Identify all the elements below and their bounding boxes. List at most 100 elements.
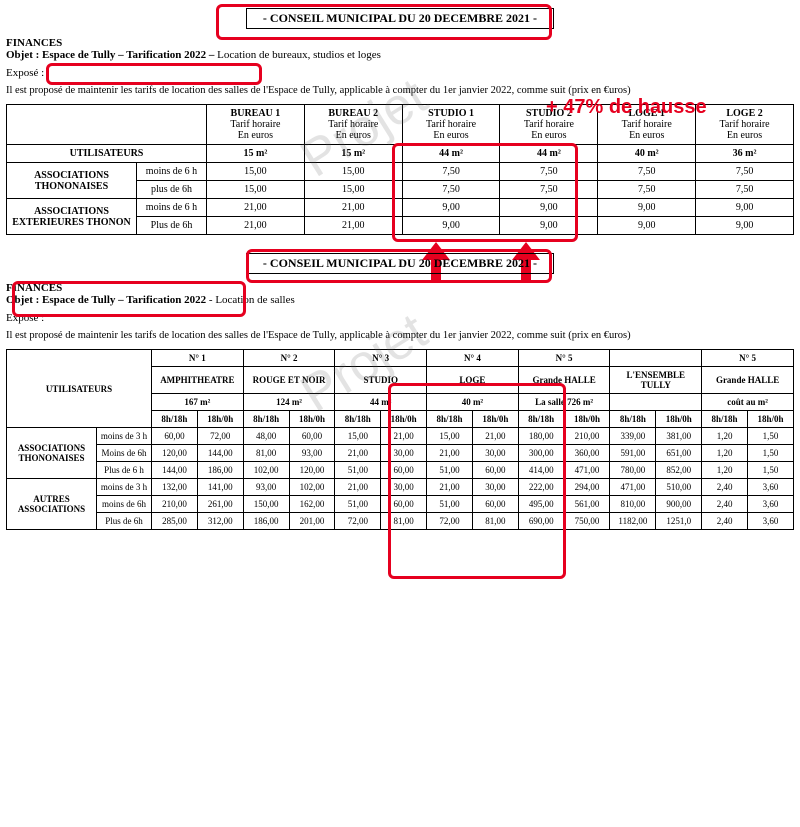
row-label: plus de 6h: [137, 181, 207, 199]
objet-prefix: Objet :: [6, 49, 42, 61]
value-cell: 21,00: [304, 199, 402, 217]
value-cell: 1,20: [702, 428, 748, 445]
objet-suffix-2: - Location de salles: [206, 294, 295, 306]
slot-header: 18h/0h: [381, 411, 427, 428]
slot-header: 18h/0h: [197, 411, 243, 428]
row-label: moins de 3 h: [97, 479, 152, 496]
value-cell: 9,00: [696, 217, 794, 235]
slot-header: 18h/0h: [289, 411, 335, 428]
value-cell: 1,50: [747, 428, 793, 445]
col-num: N° 5: [702, 350, 794, 367]
value-cell: 21,00: [472, 428, 518, 445]
col-name: Grande HALLE: [518, 367, 610, 394]
value-cell: 690,00: [518, 513, 564, 530]
slot-header: 8h/18h: [518, 411, 564, 428]
col-header: LOGE 2Tarif horaireEn euros: [696, 105, 794, 145]
objet-line-2: Objet : Espace de Tully – Tarification 2…: [6, 294, 794, 306]
value-cell: 93,00: [243, 479, 289, 496]
value-cell: 93,00: [289, 445, 335, 462]
value-cell: 285,00: [152, 513, 198, 530]
slot-header: 18h/0h: [564, 411, 610, 428]
value-cell: 312,00: [197, 513, 243, 530]
area-cell: 44 m²: [500, 145, 598, 163]
intro-text-2: Il est proposé de maintenir les tarifs d…: [6, 330, 794, 341]
row-label: Plus de 6h: [137, 217, 207, 235]
value-cell: 120,00: [152, 445, 198, 462]
slot-header: 8h/18h: [243, 411, 289, 428]
value-cell: 561,00: [564, 496, 610, 513]
value-cell: 2,40: [702, 496, 748, 513]
value-cell: 3,60: [747, 479, 793, 496]
value-cell: 7,50: [402, 181, 500, 199]
value-cell: 72,00: [335, 513, 381, 530]
value-cell: 72,00: [197, 428, 243, 445]
value-cell: 261,00: [197, 496, 243, 513]
value-cell: 2,40: [702, 513, 748, 530]
value-cell: 51,00: [335, 462, 381, 479]
slot-header: 8h/18h: [427, 411, 473, 428]
col-num: N° 2: [243, 350, 335, 367]
col-name: STUDIO: [335, 367, 427, 394]
slot-header: 18h/0h: [747, 411, 793, 428]
col-area: 124 m²: [243, 394, 335, 411]
users-header: UTILISATEURS: [7, 145, 207, 163]
slot-header: 8h/18h: [610, 411, 656, 428]
value-cell: 810,00: [610, 496, 656, 513]
value-cell: 102,00: [289, 479, 335, 496]
value-cell: 591,00: [610, 445, 656, 462]
col-name: ROUGE ET NOIR: [243, 367, 335, 394]
value-cell: 9,00: [402, 199, 500, 217]
intro-text: Il est proposé de maintenir les tarifs d…: [6, 85, 794, 96]
slot-header: 8h/18h: [152, 411, 198, 428]
value-cell: 2,40: [702, 479, 748, 496]
tariff-table-2: UTILISATEURSN° 1N° 2N° 3N° 4N° 5N° 5AMPH…: [6, 349, 794, 530]
value-cell: 9,00: [500, 199, 598, 217]
objet-highlight: Espace de Tully – Tarification 2022 –: [42, 49, 214, 61]
value-cell: 3,60: [747, 513, 793, 530]
value-cell: 7,50: [500, 163, 598, 181]
council-title-2: - CONSEIL MUNICIPAL DU 20 DECEMBRE 2021 …: [246, 253, 554, 274]
group-label: AUTRES ASSOCIATIONS: [7, 479, 97, 530]
col-area: 167 m²: [152, 394, 244, 411]
row-label: moins de 6h: [97, 496, 152, 513]
value-cell: 60,00: [472, 462, 518, 479]
col-area: 40 m²: [427, 394, 519, 411]
value-cell: 7,50: [598, 163, 696, 181]
value-cell: 81,00: [472, 513, 518, 530]
row-label: moins de 3 h: [97, 428, 152, 445]
value-cell: 1,20: [702, 462, 748, 479]
value-cell: 360,00: [564, 445, 610, 462]
value-cell: 102,00: [243, 462, 289, 479]
tariff-table-1: BUREAU 1Tarif horaireEn eurosBUREAU 2Tar…: [6, 104, 794, 235]
users-header: UTILISATEURS: [7, 350, 152, 428]
value-cell: 381,00: [656, 428, 702, 445]
row-label: moins de 6 h: [137, 199, 207, 217]
value-cell: 15,00: [304, 163, 402, 181]
title-row-2: - CONSEIL MUNICIPAL DU 20 DECEMBRE 2021 …: [6, 253, 794, 274]
col-num: N° 4: [427, 350, 519, 367]
objet-line: Objet : Espace de Tully – Tarification 2…: [6, 49, 794, 61]
col-num: N° 5: [518, 350, 610, 367]
col-area: 44 m²: [335, 394, 427, 411]
slot-header: 18h/0h: [656, 411, 702, 428]
area-cell: 40 m²: [598, 145, 696, 163]
value-cell: 60,00: [472, 496, 518, 513]
value-cell: 51,00: [427, 462, 473, 479]
expose-label-2: Exposé :: [6, 312, 794, 324]
col-name: L'ENSEMBLE TULLY: [610, 367, 702, 394]
title-row: - CONSEIL MUNICIPAL DU 20 DECEMBRE 2021 …: [6, 8, 794, 29]
value-cell: 60,00: [381, 462, 427, 479]
value-cell: 30,00: [381, 479, 427, 496]
objet-highlight-2: Espace de Tully – Tarification 2022: [42, 294, 206, 306]
value-cell: 30,00: [472, 445, 518, 462]
value-cell: 162,00: [289, 496, 335, 513]
document-1: - CONSEIL MUNICIPAL DU 20 DECEMBRE 2021 …: [6, 8, 794, 235]
value-cell: 186,00: [243, 513, 289, 530]
value-cell: 144,00: [197, 445, 243, 462]
objet-suffix: Location de bureaux, studios et loges: [214, 49, 381, 61]
value-cell: 222,00: [518, 479, 564, 496]
value-cell: 132,00: [152, 479, 198, 496]
value-cell: 7,50: [696, 181, 794, 199]
document-2: - CONSEIL MUNICIPAL DU 20 DECEMBRE 2021 …: [6, 253, 794, 530]
value-cell: 210,00: [152, 496, 198, 513]
